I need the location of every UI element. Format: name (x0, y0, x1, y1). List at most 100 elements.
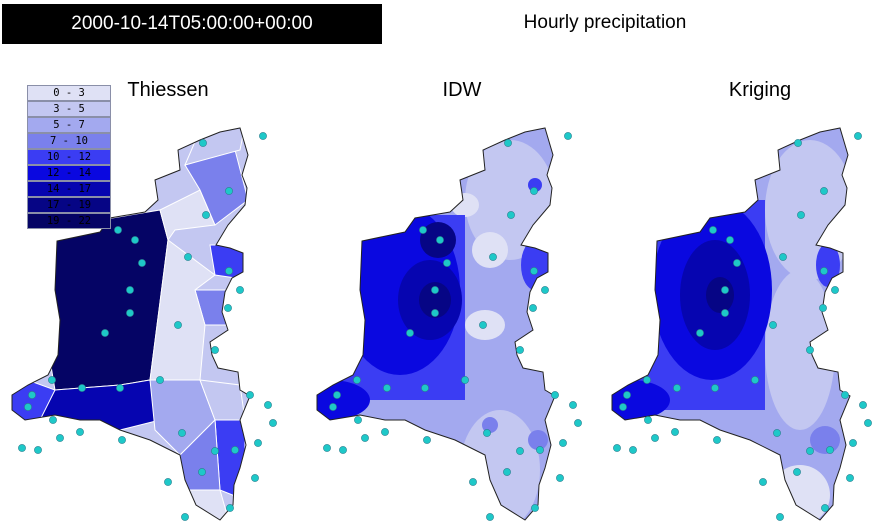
station-marker (841, 391, 849, 399)
station-marker (431, 286, 439, 294)
station-marker (793, 468, 801, 476)
station-marker (751, 376, 759, 384)
station-marker (178, 429, 186, 437)
station-marker (461, 376, 469, 384)
station-marker (709, 226, 717, 234)
station-marker (246, 391, 254, 399)
station-marker (354, 416, 362, 424)
station-marker (619, 403, 627, 411)
kriging-map (612, 128, 850, 520)
station-marker (504, 139, 512, 147)
station-marker (48, 376, 56, 384)
station-marker (18, 444, 26, 452)
legend-swatch (27, 165, 111, 181)
station-marker (138, 259, 146, 267)
station-marker (733, 259, 741, 267)
station-marker (353, 376, 361, 384)
station-marker (34, 446, 42, 454)
station-marker (530, 187, 538, 195)
legend-swatch (27, 133, 111, 149)
legend-item: 14 - 17 (27, 181, 111, 197)
station-marker (56, 434, 64, 442)
station-marker (479, 321, 487, 329)
legend-label: 5 - 7 (53, 119, 85, 131)
legend-label: 10 - 12 (46, 151, 92, 163)
station-marker (231, 446, 239, 454)
station-marker (126, 309, 134, 317)
station-marker (864, 419, 872, 427)
legend-item: 19 - 22 (27, 213, 111, 229)
station-marker (259, 132, 267, 140)
station-marker (773, 429, 781, 437)
station-marker (797, 211, 805, 219)
station-marker (516, 447, 524, 455)
station-marker (564, 132, 572, 140)
station-marker (101, 329, 109, 337)
legend-label: 19 - 22 (46, 215, 92, 227)
legend-label: 7 - 10 (50, 135, 88, 147)
station-marker (651, 434, 659, 442)
station-marker (211, 346, 219, 354)
legend-item: 7 - 10 (27, 133, 111, 149)
legend-label: 17 - 19 (46, 199, 92, 211)
station-marker (551, 391, 559, 399)
station-marker (486, 513, 494, 521)
rain-gauge-stations (18, 132, 872, 521)
station-marker (629, 446, 637, 454)
station-marker (671, 428, 679, 436)
station-marker (164, 478, 172, 486)
station-marker (224, 304, 232, 312)
legend-item: 12 - 14 (27, 165, 111, 181)
station-marker (643, 376, 651, 384)
legend-swatch (27, 117, 111, 133)
station-marker (333, 391, 341, 399)
station-marker (574, 419, 582, 427)
station-marker (202, 211, 210, 219)
legend-swatch (27, 181, 111, 197)
station-marker (419, 226, 427, 234)
station-marker (541, 286, 549, 294)
station-marker (846, 474, 854, 482)
station-marker (769, 321, 777, 329)
legend-label: 12 - 14 (46, 167, 92, 179)
station-marker (516, 346, 524, 354)
station-marker (431, 309, 439, 317)
station-marker (116, 384, 124, 392)
station-marker (849, 439, 857, 447)
station-marker (820, 267, 828, 275)
station-marker (339, 446, 347, 454)
legend-swatch (27, 85, 111, 101)
legend-item: 0 - 3 (27, 85, 111, 101)
legend-item: 10 - 12 (27, 149, 111, 165)
station-marker (530, 267, 538, 275)
station-marker (559, 439, 567, 447)
station-marker (779, 253, 787, 261)
station-marker (181, 513, 189, 521)
station-marker (28, 391, 36, 399)
station-marker (421, 384, 429, 392)
panel-title-thiessen: Thiessen (127, 79, 209, 101)
station-marker (406, 329, 414, 337)
station-marker (531, 504, 539, 512)
station-marker (225, 187, 233, 195)
station-marker (199, 139, 207, 147)
station-marker (820, 187, 828, 195)
station-marker (529, 304, 537, 312)
station-marker (536, 446, 544, 454)
kriging-outline (611, 127, 851, 521)
station-marker (726, 236, 734, 244)
precipitation-legend: 0 - 3 3 - 5 5 - 7 7 - 10 10 - 12 12 - 14… (27, 85, 111, 229)
panel-title-idw: IDW (442, 79, 482, 101)
station-marker (78, 384, 86, 392)
station-marker (24, 403, 32, 411)
station-marker (184, 253, 192, 261)
legend-swatch (27, 101, 111, 117)
station-marker (854, 132, 862, 140)
station-marker (759, 478, 767, 486)
station-marker (114, 226, 122, 234)
timestamp-label: 2000-10-14T05:00:00+00:00 (2, 4, 382, 44)
legend-swatch (27, 197, 111, 213)
station-marker (794, 139, 802, 147)
station-marker (819, 304, 827, 312)
